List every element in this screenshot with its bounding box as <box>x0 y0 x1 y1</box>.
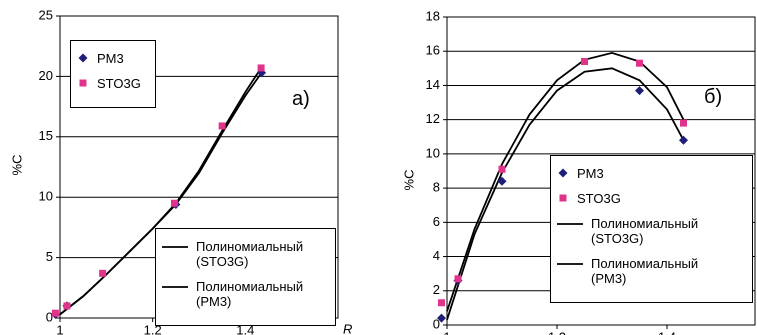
legend: PM3 STO3G Полиномиальный (STO3G) Полиномиал… <box>550 155 753 303</box>
y-tick-label: 5 <box>46 249 53 264</box>
legend-swatch <box>162 246 188 248</box>
y-tick-label: 4 <box>433 248 440 263</box>
y-tick-label: 14 <box>426 77 440 92</box>
point <box>438 299 445 307</box>
point <box>559 194 567 202</box>
legend-label: Полиномиальный (PM3) <box>196 279 304 309</box>
y-tick-label: 20 <box>39 68 53 83</box>
point <box>558 168 568 178</box>
legend: Полиномиальный (STO3G) Полиномиальный (PM… <box>155 228 336 326</box>
x-tick-label: 1.2 <box>548 329 566 335</box>
point <box>454 275 462 283</box>
point <box>680 119 687 127</box>
legend-swatch <box>558 168 568 178</box>
y-tick-label: 16 <box>426 43 440 58</box>
y-tick-label: 10 <box>426 145 440 160</box>
point <box>63 302 71 310</box>
y-tick-label: 10 <box>39 189 53 204</box>
y-tick-label: 8 <box>433 180 440 195</box>
x-tick-label: 1 <box>56 322 63 335</box>
legend-label: STO3G <box>577 191 621 206</box>
legend-swatch <box>557 263 583 265</box>
legend-swatch <box>162 286 188 288</box>
legend-swatch <box>79 79 87 87</box>
legend-entry: PM3 <box>77 51 149 66</box>
fit-line <box>446 51 685 312</box>
point <box>170 199 178 207</box>
y-tick-label: 2 <box>433 282 440 297</box>
point <box>218 122 226 130</box>
annotation: б) <box>700 86 727 109</box>
legend-swatch <box>78 53 88 63</box>
y-axis-label: %C <box>401 170 416 191</box>
legend-swatch <box>559 194 567 202</box>
point <box>581 57 588 65</box>
fit-line <box>446 67 685 321</box>
legend-entry: STO3G <box>557 191 746 206</box>
point <box>99 269 107 277</box>
legend-swatch <box>557 223 583 225</box>
legend-label: Полиномиальный (STO3G) <box>591 216 699 246</box>
y-tick-label: 18 <box>426 8 440 23</box>
legend-entry: STO3G <box>77 76 149 91</box>
y-tick-label: 15 <box>39 128 53 143</box>
legend-label: PM3 <box>577 166 604 181</box>
point <box>498 165 506 173</box>
y-tick-label: 0 <box>46 309 53 324</box>
legend-entry: Полиномиальный (PM3) <box>162 279 329 309</box>
y-axis-label: %C <box>9 155 24 176</box>
x-tick-label: 1 <box>443 329 450 335</box>
point <box>51 309 59 317</box>
legend-entry: PM3 <box>557 166 746 181</box>
point <box>497 176 507 186</box>
point <box>79 79 87 87</box>
legend-label: STO3G <box>97 76 141 91</box>
y-tick-label: 0 <box>433 316 440 331</box>
annotation: а) <box>288 88 314 111</box>
legend-entry: Полиномиальный (PM3) <box>557 256 746 286</box>
y-tick-label: 25 <box>39 7 53 22</box>
point <box>679 135 688 145</box>
point <box>257 64 265 72</box>
point <box>636 59 643 67</box>
point <box>635 86 644 96</box>
legend: PM3 STO3G <box>70 40 156 108</box>
legend-entry: Полиномиальный (STO3G) <box>162 239 329 269</box>
y-tick-label: 6 <box>433 214 440 229</box>
x-tick-label: 1.4 <box>658 329 676 335</box>
legend-label: Полиномиальный (PM3) <box>591 256 699 286</box>
legend-label: Полиномиальный (STO3G) <box>196 239 304 269</box>
legend-entry: Полиномиальный (STO3G) <box>557 216 746 246</box>
point <box>78 53 88 63</box>
legend-label: PM3 <box>97 51 124 66</box>
point <box>437 313 446 323</box>
fit-line <box>59 72 263 316</box>
x-axis-label: R <box>343 321 352 335</box>
y-tick-label: 12 <box>426 111 440 126</box>
